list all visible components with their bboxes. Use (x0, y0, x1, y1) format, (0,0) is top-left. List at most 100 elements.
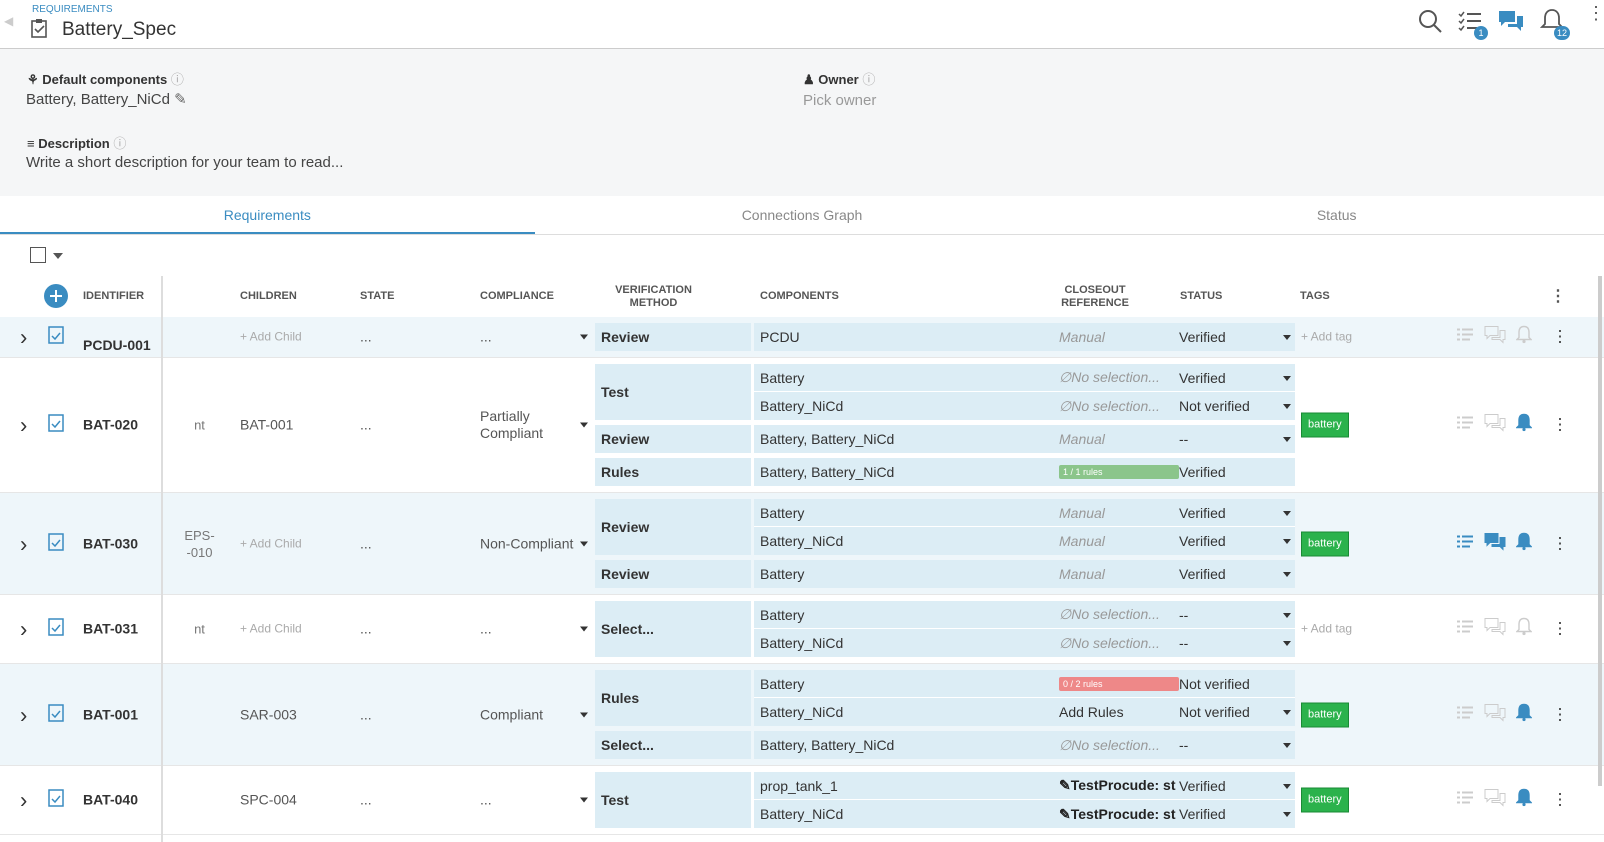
identifier[interactable]: BAT-030 (83, 535, 138, 552)
state[interactable]: ... (360, 417, 372, 434)
component[interactable]: Battery, Battery_NiCd (754, 464, 1059, 480)
status[interactable]: -- (1179, 607, 1295, 623)
component[interactable]: Battery (754, 370, 1059, 386)
scrollbar[interactable] (1598, 276, 1602, 786)
component[interactable]: Battery, Battery_NiCd (754, 431, 1059, 447)
compliance-dropdown[interactable] (580, 798, 588, 803)
tag[interactable]: battery (1301, 788, 1349, 813)
tasks-icon[interactable] (1456, 619, 1474, 640)
identifier[interactable]: BAT-020 (83, 417, 138, 434)
component[interactable]: PCDU (754, 329, 1059, 345)
select-dropdown[interactable] (53, 253, 63, 259)
closeout[interactable]: TestProcude: st (1059, 806, 1179, 823)
search-icon[interactable] (1417, 8, 1443, 34)
select-all-checkbox[interactable] (30, 247, 46, 263)
row-menu[interactable]: ⋮ (1552, 706, 1568, 723)
comments-icon[interactable] (1497, 9, 1525, 33)
status[interactable]: Verified (1179, 806, 1295, 822)
tasks-icon[interactable] (1456, 790, 1474, 811)
row-menu[interactable]: ⋮ (1552, 535, 1568, 552)
closeout[interactable]: Add Rules (1059, 704, 1179, 720)
closeout[interactable]: Manual (1059, 505, 1179, 521)
compliance[interactable]: ... (480, 621, 492, 638)
closeout[interactable]: No selection... (1059, 635, 1179, 652)
closeout[interactable]: TestProcude: st (1059, 777, 1179, 794)
compliance[interactable]: Non-Compliant (480, 535, 573, 552)
row-menu[interactable]: ⋮ (1552, 792, 1568, 809)
identifier[interactable]: BAT-001 (83, 706, 138, 723)
status[interactable]: Verified (1179, 464, 1295, 480)
component[interactable]: Battery_NiCd (754, 398, 1059, 414)
children[interactable]: + Add Child (240, 329, 302, 346)
verification-method[interactable]: Rules (595, 458, 751, 486)
tasks-icon[interactable] (1456, 704, 1474, 725)
description-value[interactable]: Write a short description for your team … (26, 154, 343, 171)
status-dropdown[interactable] (1283, 376, 1291, 381)
tab[interactable]: Status (1069, 196, 1604, 234)
menu-icon[interactable]: ⋮ (1587, 10, 1604, 17)
children[interactable]: BAT-001 (240, 417, 293, 434)
identifier[interactable]: PCDU-001 (83, 337, 151, 354)
status-dropdown[interactable] (1283, 613, 1291, 618)
tag[interactable]: battery (1301, 531, 1349, 556)
closeout[interactable]: Manual (1059, 329, 1179, 345)
children[interactable]: + Add Child (240, 535, 302, 552)
closeout[interactable]: 0 / 2 rules (1059, 677, 1179, 691)
compliance-dropdown[interactable] (580, 423, 588, 428)
tab[interactable]: Connections Graph (535, 196, 1070, 234)
component[interactable]: Battery (754, 607, 1059, 623)
compliance-dropdown[interactable] (580, 712, 588, 717)
column-menu[interactable]: ⋮ (1550, 276, 1566, 317)
bell-icon[interactable] (1516, 703, 1532, 726)
verification-method[interactable]: Select... (595, 601, 751, 657)
bell-icon[interactable] (1516, 618, 1532, 641)
tasks-icon[interactable] (1456, 533, 1474, 554)
tag[interactable]: battery (1301, 413, 1349, 438)
component[interactable]: Battery (754, 676, 1059, 692)
component[interactable]: Battery_NiCd (754, 806, 1059, 822)
compliance-dropdown[interactable] (580, 627, 588, 632)
bell-icon[interactable] (1516, 789, 1532, 812)
row-menu[interactable]: ⋮ (1552, 417, 1568, 434)
collapse-arrow[interactable]: ◀ (4, 14, 13, 28)
status[interactable]: Verified (1179, 370, 1295, 386)
children[interactable]: + Add Child (240, 621, 302, 638)
owner-value[interactable]: Pick owner (803, 92, 876, 109)
status-dropdown[interactable] (1283, 404, 1291, 409)
closeout[interactable]: Manual (1059, 431, 1179, 447)
expand-arrow[interactable]: › (20, 792, 27, 809)
bell-icon[interactable] (1516, 414, 1532, 437)
verification-method[interactable]: Rules (595, 670, 751, 726)
verification-method[interactable]: Select... (595, 731, 751, 759)
status[interactable]: -- (1179, 737, 1295, 753)
component[interactable]: prop_tank_1 (754, 778, 1059, 794)
status-dropdown[interactable] (1283, 812, 1291, 817)
status[interactable]: Not verified (1179, 704, 1295, 720)
closeout[interactable]: No selection... (1059, 606, 1179, 623)
tasks-icon[interactable] (1456, 415, 1474, 436)
status[interactable]: -- (1179, 635, 1295, 651)
closeout[interactable]: Manual (1059, 533, 1179, 549)
status-dropdown[interactable] (1283, 784, 1291, 789)
status[interactable]: Not verified (1179, 398, 1295, 414)
closeout[interactable]: No selection... (1059, 737, 1179, 754)
children[interactable]: SPC-004 (240, 792, 297, 809)
compliance-dropdown[interactable] (580, 541, 588, 546)
state[interactable]: ... (360, 792, 372, 809)
status[interactable]: Verified (1179, 329, 1295, 345)
status-dropdown[interactable] (1283, 335, 1291, 340)
component[interactable]: Battery (754, 566, 1059, 582)
component[interactable]: Battery (754, 505, 1059, 521)
tab[interactable]: Requirements (0, 196, 535, 234)
verification-method[interactable]: Review (595, 560, 751, 588)
status-dropdown[interactable] (1283, 572, 1291, 577)
status-dropdown[interactable] (1283, 710, 1291, 715)
add-tag[interactable]: + Add tag (1301, 329, 1352, 346)
status-dropdown[interactable] (1283, 511, 1291, 516)
components-value[interactable]: Battery, Battery_NiCd ✎ (26, 90, 187, 108)
status[interactable]: Verified (1179, 533, 1295, 549)
component[interactable]: Battery_NiCd (754, 533, 1059, 549)
status[interactable]: Not verified (1179, 676, 1295, 692)
status-dropdown[interactable] (1283, 743, 1291, 748)
closeout[interactable]: 1 / 1 rules (1059, 465, 1179, 479)
